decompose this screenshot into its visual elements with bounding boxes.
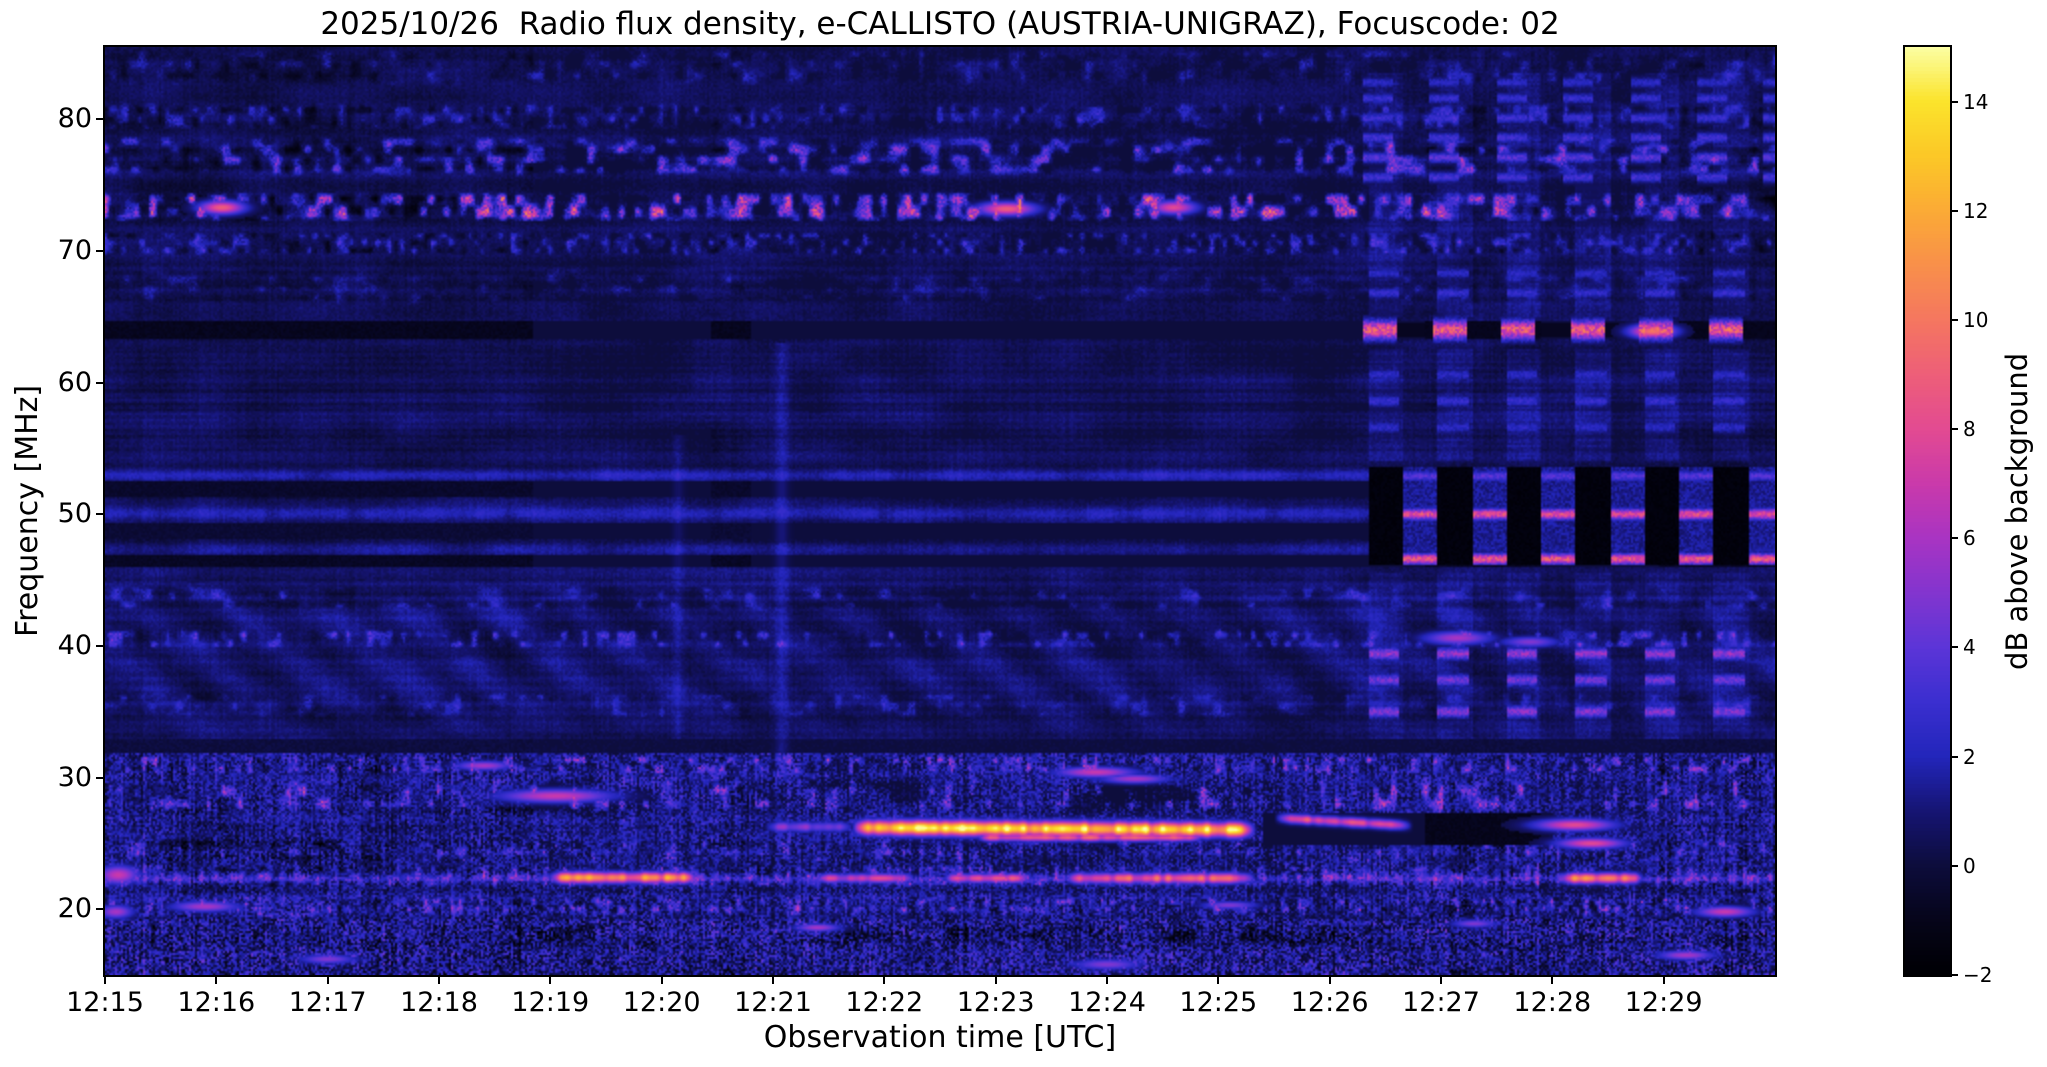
y-tick-label: 30 bbox=[57, 761, 92, 793]
colorbar-tick-label: −2 bbox=[1963, 963, 1993, 987]
x-tick-mark bbox=[1662, 975, 1665, 984]
x-tick-mark bbox=[1328, 975, 1331, 984]
colorbar-tick-mark bbox=[1950, 428, 1958, 431]
x-tick-label: 12:15 bbox=[66, 987, 144, 1018]
colorbar-tick-label: 8 bbox=[1963, 417, 1976, 442]
x-tick-mark bbox=[1440, 975, 1442, 984]
x-tick-label: 12:28 bbox=[1513, 987, 1592, 1018]
colorbar-tick-mark bbox=[1950, 100, 1958, 103]
colorbar-tick-label: 0 bbox=[1963, 853, 1976, 878]
y-tick-label: 60 bbox=[57, 366, 92, 398]
x-tick-mark bbox=[1217, 975, 1220, 984]
x-tick-mark bbox=[660, 975, 663, 984]
x-tick-label: 12:24 bbox=[1068, 987, 1146, 1018]
x-axis-label: Observation time [UTC] bbox=[763, 1020, 1117, 1055]
x-tick-label: 12:22 bbox=[845, 987, 924, 1018]
y-tick-label: 20 bbox=[57, 893, 92, 925]
x-tick-mark bbox=[1106, 975, 1108, 984]
colorbar-tick-label: 14 bbox=[1963, 89, 1989, 114]
colorbar-label: dB above background bbox=[2000, 352, 2034, 670]
y-tick-label: 80 bbox=[57, 103, 92, 135]
y-tick-mark bbox=[96, 118, 105, 121]
y-tick-mark bbox=[96, 250, 105, 253]
x-tick-label: 12:16 bbox=[177, 987, 256, 1018]
colorbar-canvas bbox=[1905, 47, 1950, 975]
x-tick-label: 12:17 bbox=[288, 987, 367, 1018]
x-tick-mark bbox=[215, 975, 218, 984]
y-tick-label: 70 bbox=[57, 235, 92, 267]
colorbar-tick-label: 12 bbox=[1963, 198, 1989, 223]
y-tick-label: 50 bbox=[57, 498, 92, 530]
colorbar-tick-mark bbox=[1950, 974, 1958, 976]
colorbar-tick-label: 10 bbox=[1963, 307, 1989, 332]
x-tick-label: 12:19 bbox=[511, 987, 590, 1018]
x-tick-mark bbox=[438, 975, 440, 984]
colorbar-tick-label: 2 bbox=[1963, 744, 1976, 769]
x-tick-mark bbox=[549, 975, 552, 984]
x-tick-label: 12:26 bbox=[1290, 987, 1369, 1018]
x-tick-mark bbox=[1551, 975, 1554, 984]
x-tick-label: 12:21 bbox=[734, 987, 812, 1018]
x-tick-label: 12:29 bbox=[1624, 987, 1703, 1018]
y-tick-mark bbox=[96, 381, 105, 384]
x-tick-mark bbox=[883, 975, 886, 984]
y-tick-mark bbox=[96, 776, 105, 779]
colorbar-tick-mark bbox=[1950, 755, 1958, 758]
y-tick-label: 40 bbox=[57, 629, 92, 661]
colorbar-tick-label: 4 bbox=[1963, 635, 1976, 660]
y-tick-mark bbox=[96, 908, 105, 911]
colorbar-tick-label: 6 bbox=[1963, 526, 1976, 551]
x-tick-mark bbox=[772, 975, 774, 984]
y-tick-mark bbox=[96, 513, 105, 516]
y-tick-mark bbox=[96, 644, 105, 647]
x-tick-label: 12:27 bbox=[1402, 987, 1480, 1018]
x-tick-mark bbox=[326, 975, 329, 984]
x-tick-label: 12:20 bbox=[622, 987, 701, 1018]
x-tick-mark bbox=[994, 975, 997, 984]
colorbar-tick-mark bbox=[1950, 646, 1958, 649]
x-tick-label: 12:25 bbox=[1179, 987, 1258, 1018]
x-tick-label: 12:23 bbox=[956, 987, 1035, 1018]
figure-title: 2025/10/26 Radio flux density, e-CALLIST… bbox=[320, 6, 1560, 42]
colorbar-tick-mark bbox=[1950, 318, 1958, 321]
colorbar-tick-mark bbox=[1950, 864, 1958, 867]
spectrogram-canvas bbox=[105, 47, 1775, 975]
x-tick-mark bbox=[104, 975, 106, 984]
colorbar-tick-mark bbox=[1950, 209, 1958, 212]
colorbar-tick-mark bbox=[1950, 537, 1958, 540]
x-tick-label: 12:18 bbox=[400, 987, 478, 1018]
